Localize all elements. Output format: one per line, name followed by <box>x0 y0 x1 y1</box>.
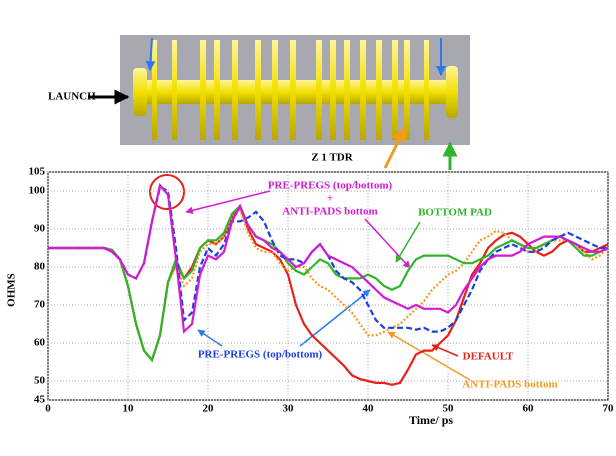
x-tick-label: 50 <box>443 403 455 415</box>
series-label: BOTTOM PAD <box>418 207 492 219</box>
y-tick-label: 105 <box>29 166 46 178</box>
series-label: PRE-PREGS (top/bottom) <box>268 180 393 192</box>
y-tick-label: 70 <box>34 299 46 311</box>
x-tick-label: 40 <box>363 403 375 415</box>
x-axis-label: Time/ ps <box>409 413 453 427</box>
x-tick-label: 0 <box>45 403 51 415</box>
figure-caption: Z 1 TDR <box>311 152 353 164</box>
series-label: PRE-PREGS (top/bottom) <box>198 349 323 361</box>
series-label: ANTI-PADS bottom <box>462 379 557 391</box>
y-tick-label: 100 <box>29 185 46 197</box>
y-axis-label: OHMS <box>6 273 18 307</box>
series-label: ANTI-PADS bottom <box>282 206 377 218</box>
x-tick-label: 10 <box>123 403 135 415</box>
series-line <box>48 210 608 360</box>
launch-label: LAUNCH <box>48 91 96 103</box>
series-line <box>48 206 608 385</box>
series-label: + <box>327 193 333 205</box>
y-tick-label: 90 <box>34 223 46 235</box>
chart: LAUNCH Z 1 TDR Time/ ps OHMS 45 50 60 70 80 9… <box>0 0 616 451</box>
y-tick-label: 60 <box>34 337 46 349</box>
x-tick-label: 20 <box>203 403 215 415</box>
x-tick-label: 30 <box>283 403 295 415</box>
connector-model <box>88 35 470 170</box>
y-tick-label: 45 <box>34 394 46 406</box>
x-tick-label: 60 <box>523 403 535 415</box>
y-tick-label: 80 <box>34 261 46 273</box>
x-tick-label: 70 <box>603 403 615 415</box>
y-tick-label: 50 <box>34 375 46 387</box>
series-label: DEFAULT <box>463 351 514 363</box>
